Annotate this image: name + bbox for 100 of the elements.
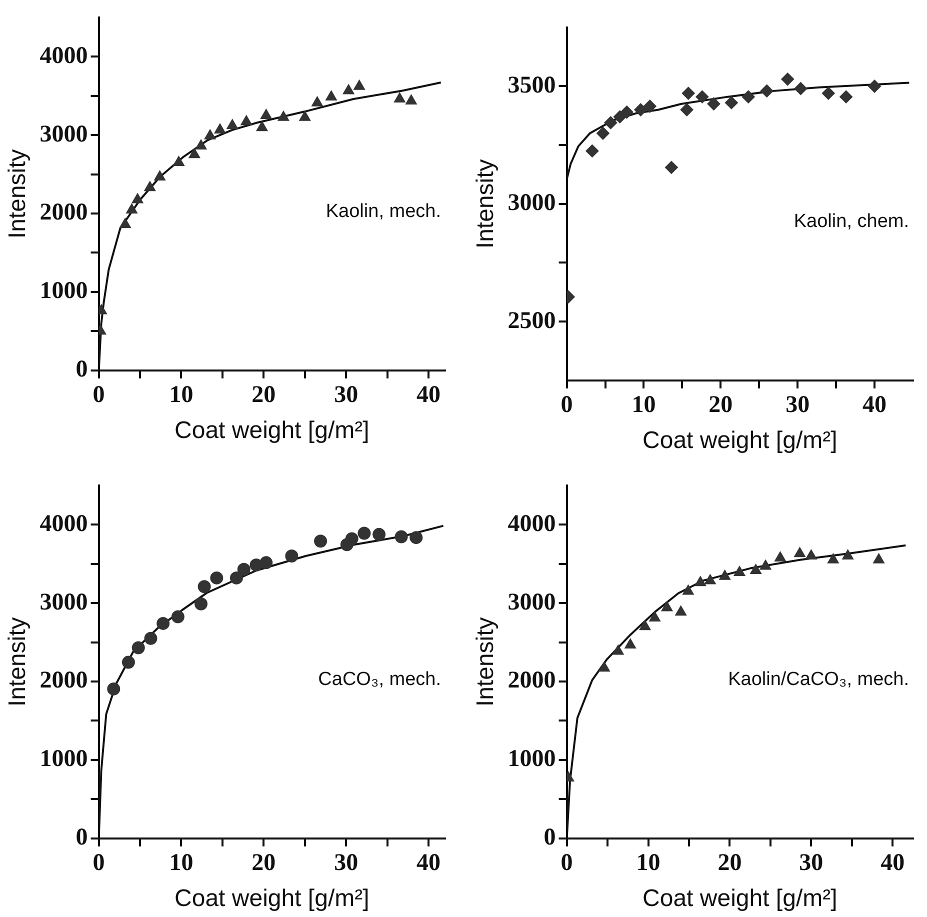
point — [649, 611, 660, 622]
x-tick-label: 0 — [560, 850, 573, 876]
point — [354, 80, 365, 90]
point — [188, 148, 200, 158]
x-tick-label: 10 — [632, 392, 656, 418]
point — [682, 86, 695, 100]
point — [314, 534, 328, 548]
point — [794, 82, 808, 96]
point — [598, 662, 610, 672]
point — [724, 96, 738, 110]
point — [260, 556, 273, 570]
point — [358, 526, 371, 540]
point — [214, 123, 226, 134]
x-tick-label: 30 — [799, 850, 824, 876]
x-tick-label: 10 — [636, 850, 660, 876]
point — [805, 550, 817, 560]
x-tick-label: 40 — [416, 382, 441, 408]
point — [719, 570, 731, 580]
x-tick-label: 40 — [880, 850, 905, 876]
x-axis-title: Coat weight [g/m²] — [642, 885, 838, 912]
point — [707, 97, 720, 110]
x-tick-label: 30 — [334, 382, 358, 408]
y-tick-label: 0 — [544, 824, 556, 851]
point — [760, 560, 772, 570]
point — [107, 682, 120, 696]
y-axis-title: Intensity — [4, 617, 32, 707]
y-axis-title: Intensity — [4, 149, 32, 239]
point — [299, 110, 311, 121]
point — [639, 620, 651, 630]
y-tick-label: 3000 — [40, 121, 88, 148]
point — [204, 129, 216, 140]
x-tick-label: 20 — [708, 392, 733, 418]
point — [774, 551, 786, 562]
point — [750, 564, 762, 574]
x-tick-label: 40 — [416, 850, 441, 876]
x-tick-label: 40 — [862, 392, 887, 418]
point — [230, 571, 243, 584]
point — [586, 144, 599, 158]
point — [326, 90, 337, 101]
point — [144, 632, 158, 645]
y-tick-label: 4000 — [508, 510, 556, 537]
x-tick-label: 20 — [252, 850, 276, 876]
point — [210, 571, 224, 584]
x-tick-label: 30 — [786, 392, 810, 418]
point — [696, 90, 709, 104]
point — [694, 576, 706, 586]
point — [643, 100, 656, 113]
annotation: Kaolin, mech. — [326, 200, 441, 222]
point — [312, 96, 323, 106]
point — [345, 532, 358, 546]
point — [873, 553, 884, 564]
point — [173, 156, 184, 166]
point — [624, 638, 636, 649]
point — [126, 203, 138, 214]
y-tick-label: 1000 — [508, 746, 556, 772]
point — [704, 574, 716, 584]
point — [342, 84, 354, 94]
point — [842, 550, 854, 560]
x-tick-label: 0 — [92, 382, 105, 408]
point — [675, 606, 687, 616]
y-tick-label: 0 — [76, 824, 88, 851]
x-tick-label: 0 — [560, 392, 573, 418]
point — [664, 160, 678, 174]
y-tick-label: 3000 — [508, 589, 556, 616]
x-tick-label: 10 — [169, 850, 194, 876]
point — [278, 110, 290, 121]
y-tick-label: 2000 — [508, 668, 556, 694]
point — [260, 108, 272, 119]
point — [394, 92, 406, 102]
x-tick-label: 20 — [718, 850, 742, 876]
y-tick-label: 0 — [76, 356, 88, 383]
point — [840, 90, 853, 104]
x-tick-label: 0 — [92, 850, 105, 876]
point — [794, 547, 806, 558]
y-tick-label: 4000 — [40, 510, 88, 537]
annotation: CaCO₃, mech. — [318, 668, 441, 690]
y-tick-label: 3000 — [40, 589, 88, 616]
point — [198, 580, 211, 594]
point — [634, 103, 648, 116]
y-tick-label: 3000 — [508, 190, 556, 216]
point — [734, 566, 746, 576]
point — [680, 103, 694, 116]
point — [240, 115, 252, 126]
point — [760, 84, 774, 98]
point — [372, 528, 386, 541]
point — [122, 656, 135, 669]
point — [410, 531, 423, 544]
point — [194, 597, 208, 610]
x-axis-title: Coat weight [g/m²] — [174, 885, 370, 912]
y-axis-title: Intensity — [472, 617, 500, 707]
point — [237, 562, 250, 576]
point — [226, 119, 238, 130]
y-tick-label: 2500 — [508, 308, 556, 334]
point — [742, 90, 755, 104]
point — [682, 584, 694, 595]
point — [604, 116, 618, 130]
point — [620, 106, 634, 119]
point — [613, 110, 626, 124]
point — [171, 610, 184, 624]
point — [132, 641, 145, 654]
